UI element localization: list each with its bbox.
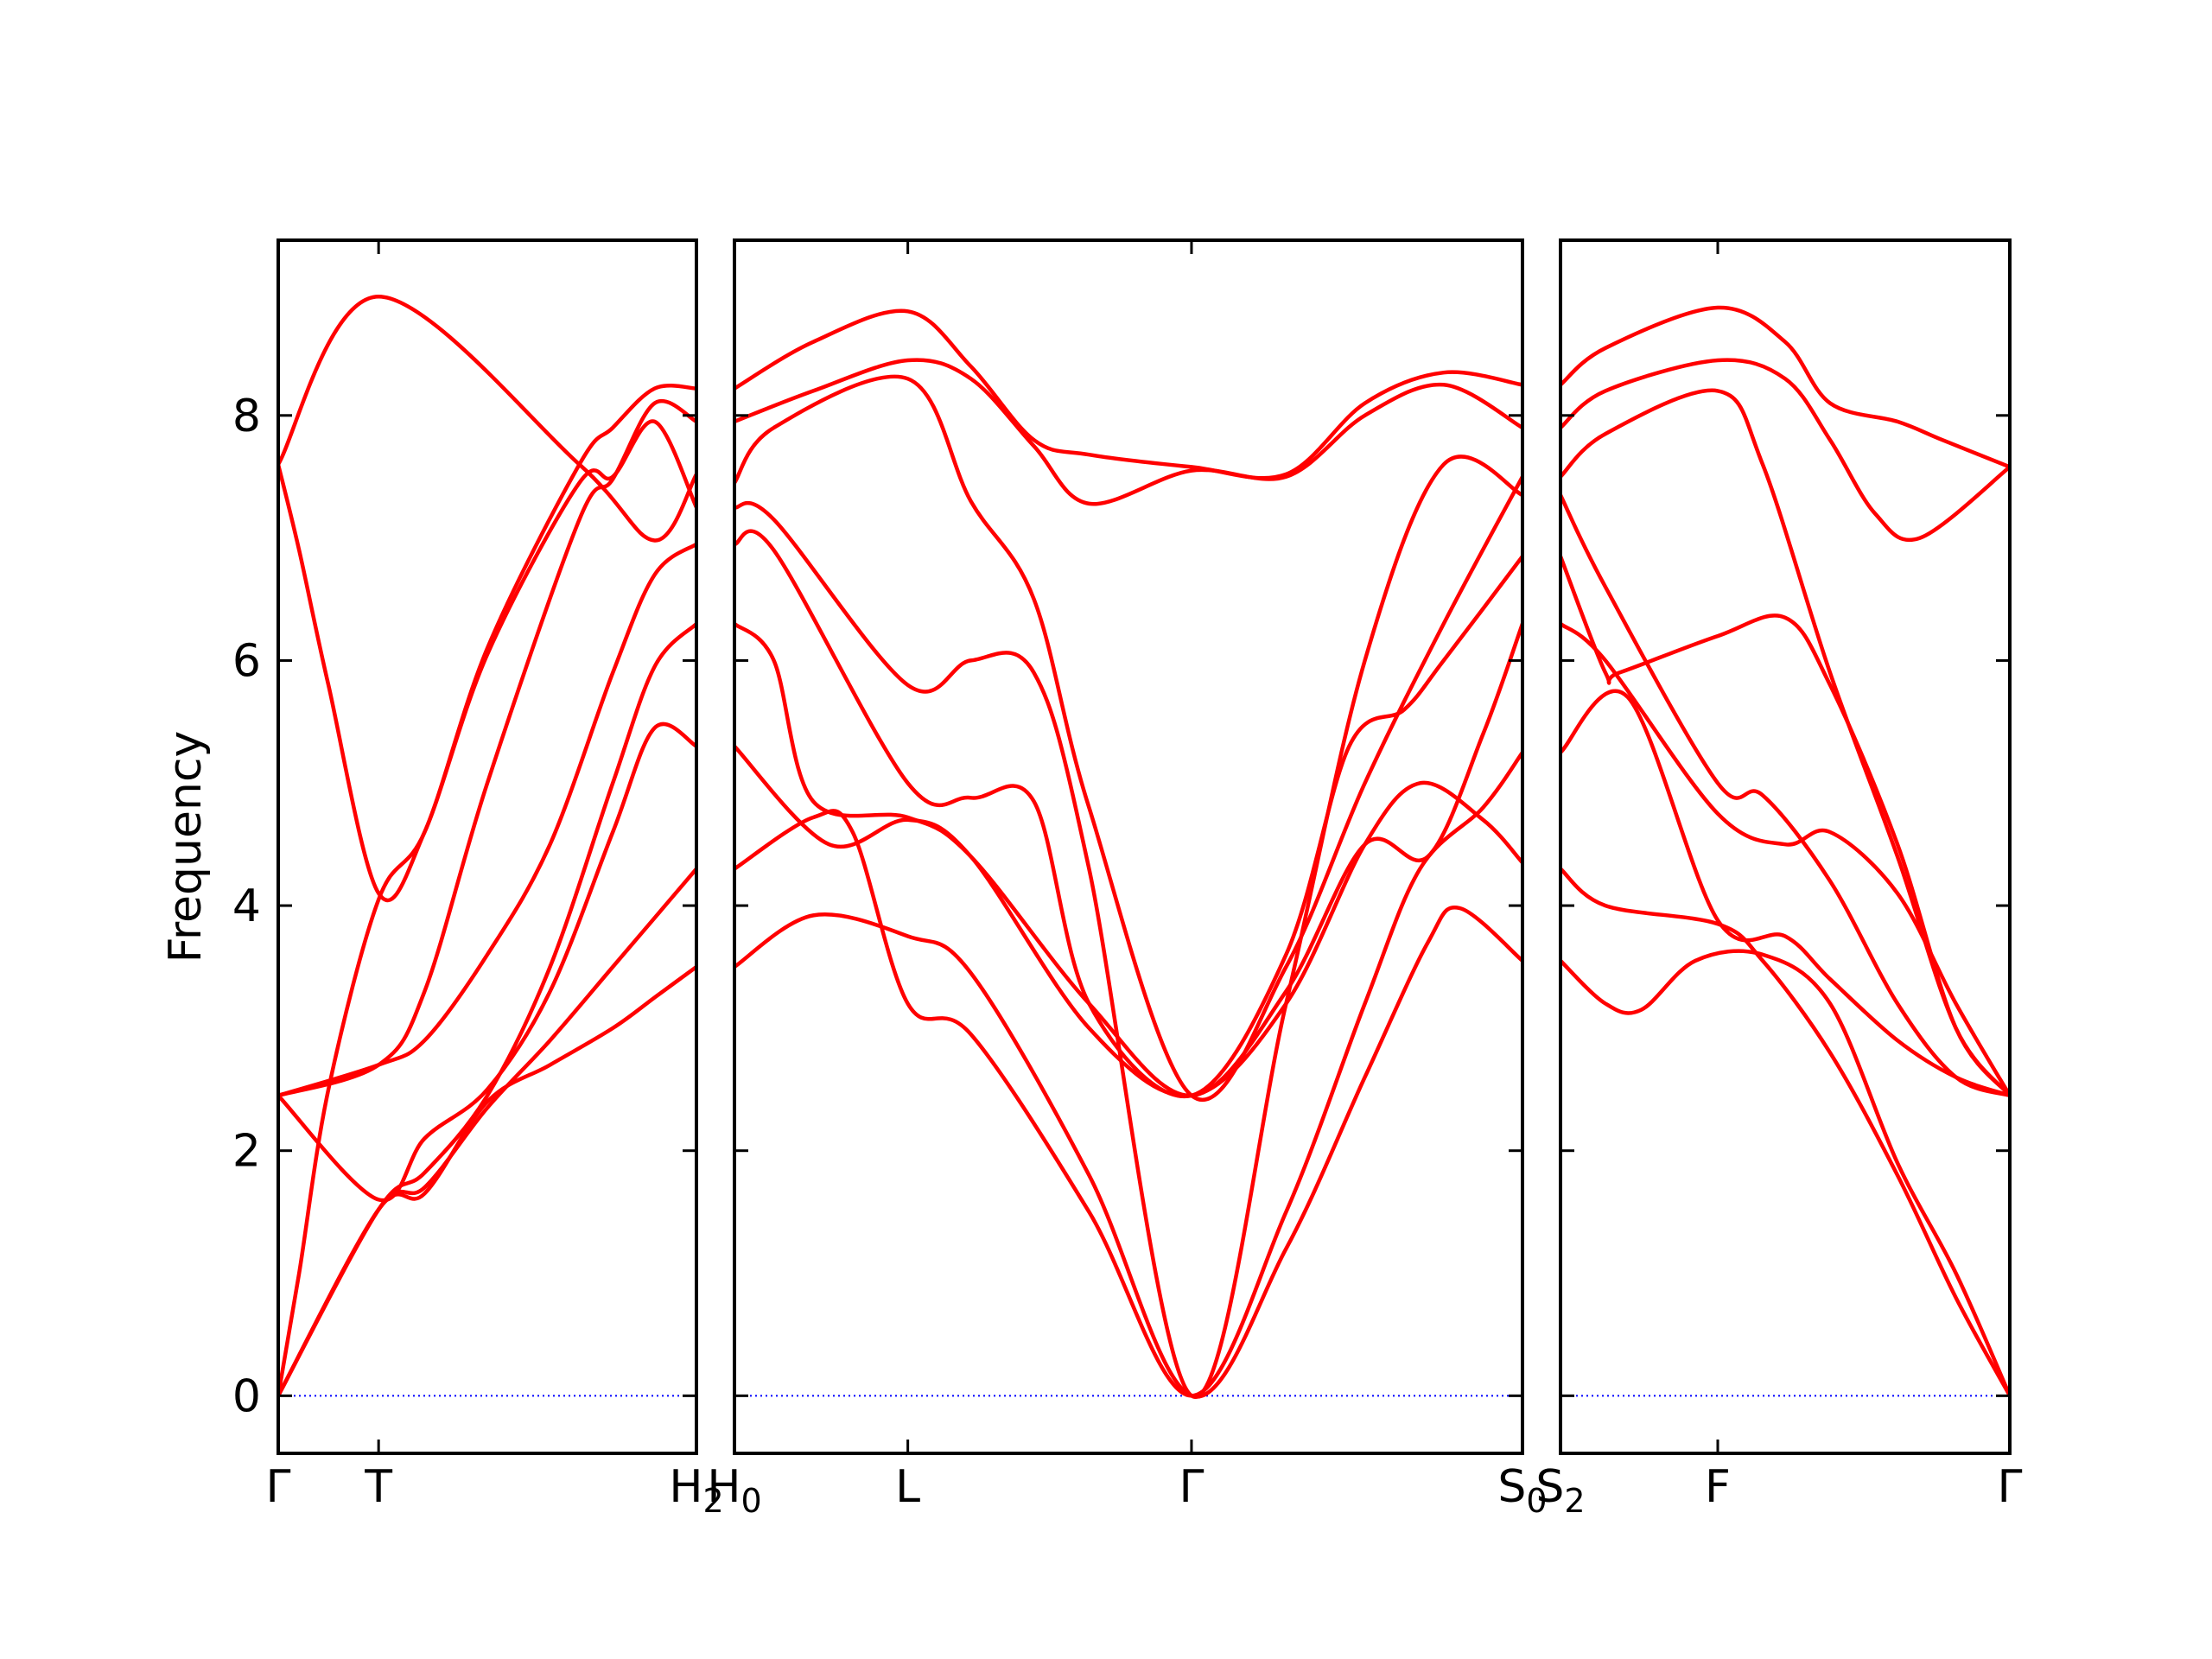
band-line-9 [278,964,696,1398]
band-line-5 [1560,554,2010,1098]
x-tick-label: T [364,1461,392,1513]
panel-2: H0 L Γ S0 [707,238,1548,1520]
band-line-3 [278,419,696,1398]
y-tick-label: 4 [232,880,261,932]
band-line-9 [734,906,1522,1399]
x-tick-label: H0 [707,1461,761,1520]
band-line-6 [1560,621,2010,1098]
band-line-1 [278,294,696,543]
band-line-7 [1560,689,2010,1098]
x-tick-label: F [1705,1461,1731,1513]
band-line-1 [1560,305,2010,469]
panel-frame [276,238,698,1455]
x-tick-label: L [895,1461,920,1513]
band-line-2 [278,384,696,903]
band-line-9 [1560,949,2010,1398]
band-line-4 [1560,493,2010,1098]
band-line-8 [734,750,1522,1398]
band-line-4 [278,399,696,1098]
panel-3-plot-area [1560,305,2010,1398]
y-tick-label: 2 [232,1126,261,1178]
band-line-3 [734,374,1522,1103]
band-line-8 [278,867,696,1398]
panel-2-plot-area [734,308,1522,1399]
panel-frame [733,238,1524,1455]
y-axis-label: Frequency [160,731,212,963]
panel-3: S2 F Γ [1535,238,2023,1520]
panel-frame [1559,238,2012,1455]
band-line-2 [734,358,1522,506]
x-tick-label: Γ [1179,1461,1204,1513]
band-line-5 [734,529,1522,1099]
y-tick-label: 6 [232,635,261,687]
band-line-5 [278,542,696,1098]
panel-1-plot-area [278,294,696,1398]
band-line-4 [734,454,1522,1399]
x-tick-label: Γ [1998,1461,2023,1513]
band-line-2 [1560,358,2010,543]
band-line-7 [734,744,1522,1098]
band-line-1 [734,308,1522,480]
x-tick-label: Γ [266,1461,291,1513]
x-tick-label: S2 [1535,1461,1585,1520]
band-line-8 [1560,867,2010,1398]
y-tick-label: 8 [232,391,261,442]
y-tick-label: 0 [232,1370,261,1422]
band-line-7 [278,721,696,1203]
